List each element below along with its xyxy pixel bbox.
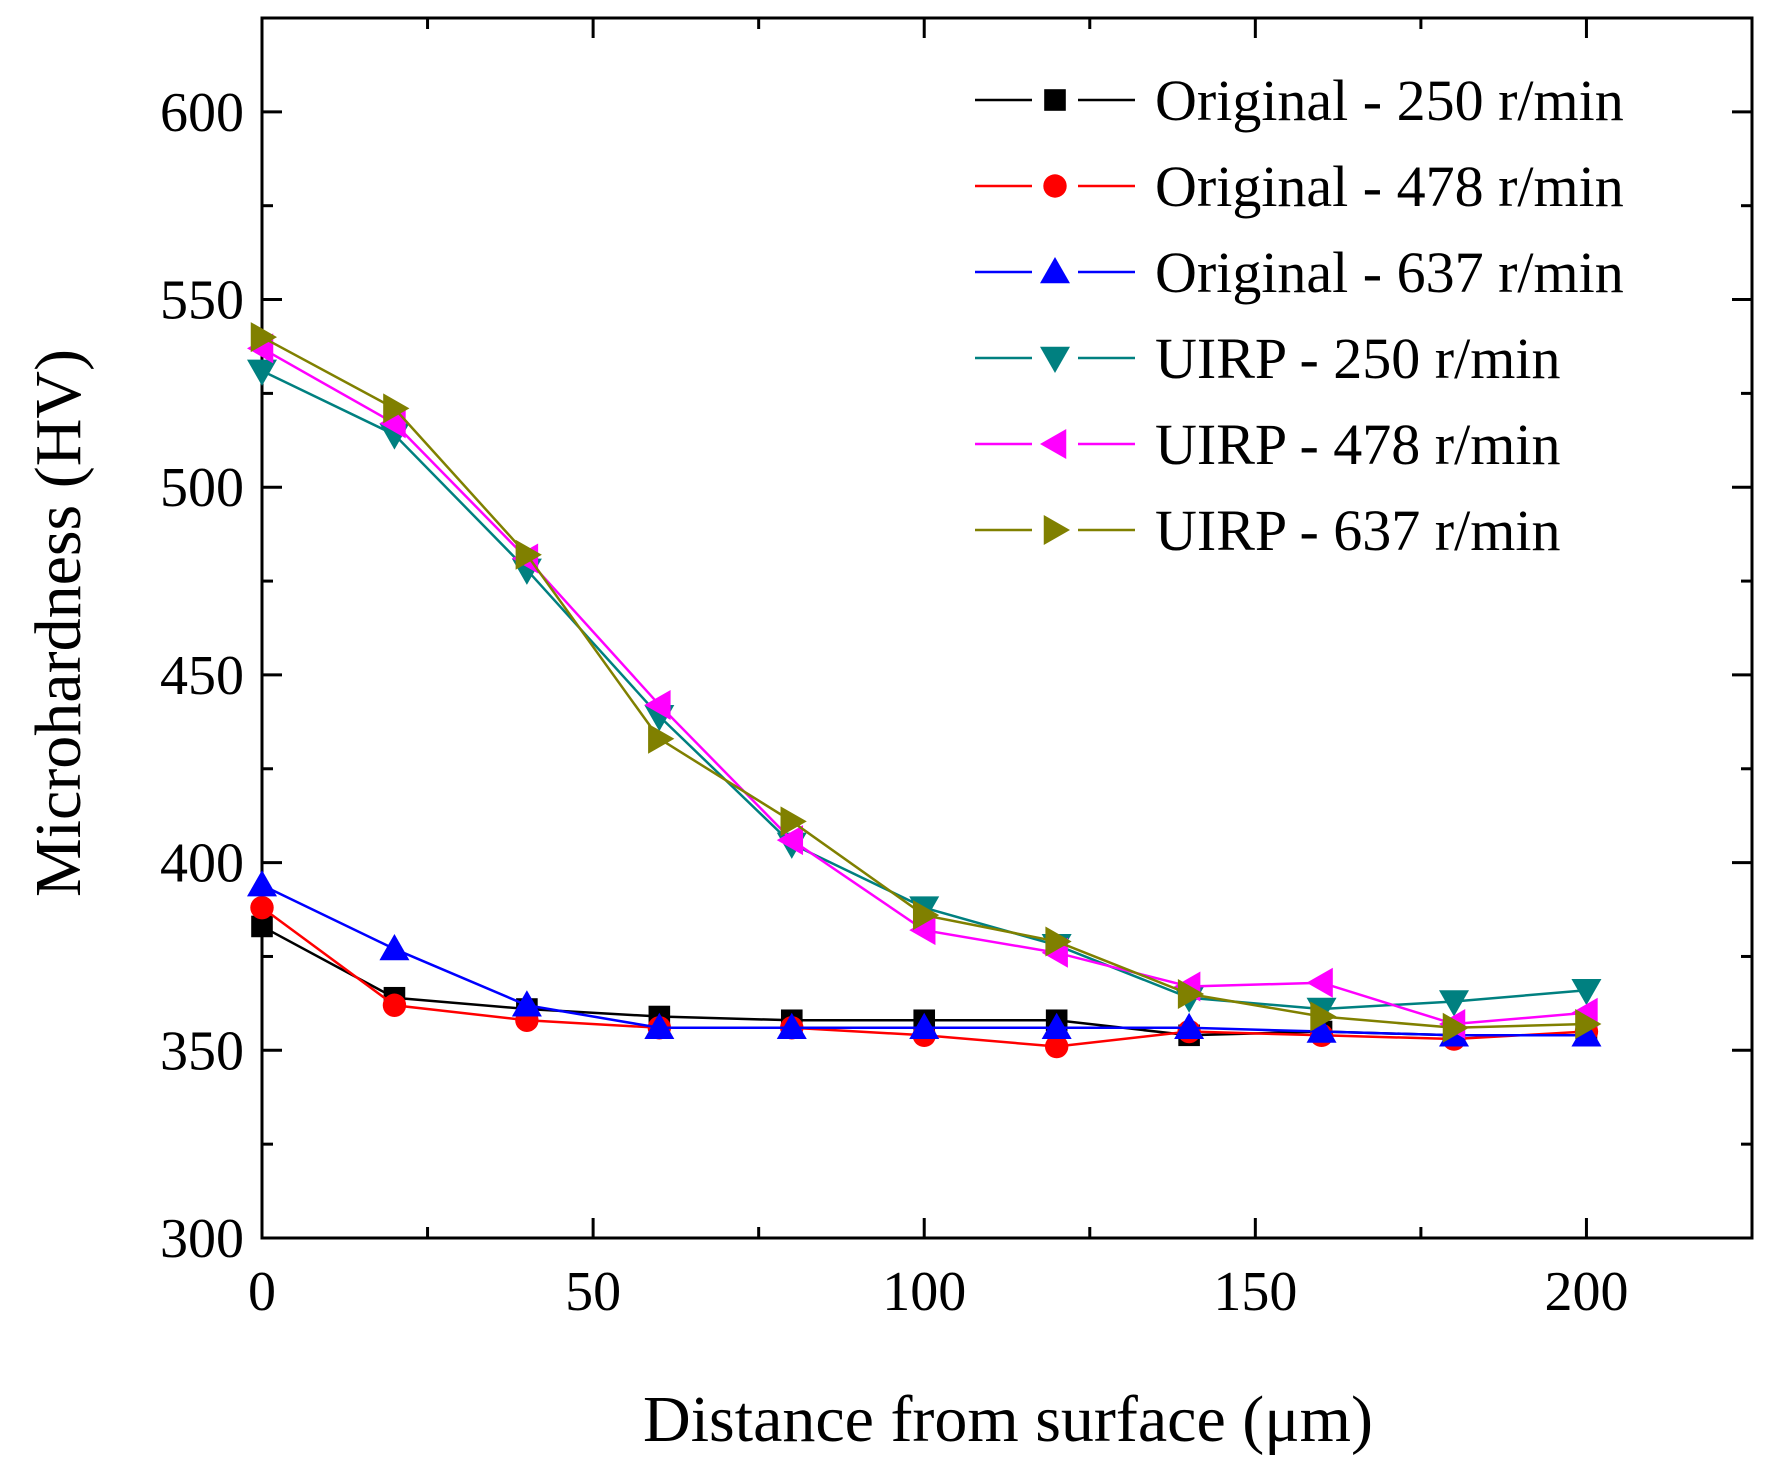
data-point <box>1571 978 1602 1006</box>
legend-label: Original - 250 r/min <box>1155 68 1624 133</box>
data-point <box>511 990 542 1017</box>
x-tick-label: 150 <box>1213 1261 1297 1323</box>
x-axis-title: Distance from surface (μm) <box>643 1383 1373 1456</box>
x-tick-label: 200 <box>1544 1261 1628 1323</box>
y-tick-label: 450 <box>160 645 244 707</box>
data-point <box>909 1012 940 1040</box>
y-tick-label: 350 <box>160 1020 244 1082</box>
data-point <box>250 895 274 920</box>
data-point <box>1439 990 1469 1017</box>
data-point <box>1044 1034 1069 1059</box>
legend-label: UIRP - 637 r/min <box>1155 498 1560 563</box>
data-point <box>379 408 406 439</box>
data-point <box>382 993 407 1017</box>
legend-item: UIRP - 478 r/min <box>975 412 1560 477</box>
data-point <box>909 915 936 946</box>
x-tick-label: 0 <box>248 1261 276 1323</box>
data-point <box>644 689 671 720</box>
legend-marker <box>1040 257 1070 284</box>
legend-marker <box>1040 346 1070 373</box>
data-point <box>383 393 410 424</box>
y-tick-label: 300 <box>160 1208 244 1270</box>
legend-marker <box>1043 515 1070 545</box>
data-point <box>644 1012 675 1040</box>
data-point <box>1174 1012 1205 1040</box>
x-tick-label: 50 <box>565 1261 621 1323</box>
data-point <box>1177 979 1205 1009</box>
legend-item: Original - 250 r/min <box>975 68 1624 133</box>
series-6 <box>250 322 1602 1043</box>
data-point <box>1310 1001 1337 1032</box>
data-point <box>912 900 940 931</box>
data-point <box>247 359 277 386</box>
legend-item: UIRP - 637 r/min <box>975 498 1560 563</box>
y-tick-label: 500 <box>160 457 244 519</box>
data-point <box>247 870 277 897</box>
legend-item: Original - 478 r/min <box>975 154 1624 219</box>
data-point <box>250 322 277 353</box>
data-point <box>648 723 675 754</box>
data-point <box>776 825 804 856</box>
data-point <box>1041 1012 1072 1040</box>
y-tick-label: 400 <box>160 833 244 895</box>
data-point <box>776 1012 807 1040</box>
legend-item: UIRP - 250 r/min <box>975 326 1560 391</box>
series-3 <box>247 870 1602 1047</box>
legend-label: Original - 637 r/min <box>1155 240 1624 305</box>
legend-label: UIRP - 478 r/min <box>1155 412 1560 477</box>
legend-marker <box>1044 89 1066 111</box>
legend-item: Original - 637 r/min <box>975 240 1624 305</box>
data-point <box>780 806 807 837</box>
data-point <box>1442 1012 1469 1043</box>
data-point <box>1045 926 1072 957</box>
data-point <box>379 933 410 961</box>
data-point <box>1306 1016 1337 1043</box>
axes: 0 50 100 150 200 300 350 400 450 500 550 600 <box>160 16 1754 1323</box>
legend-label: UIRP - 250 r/min <box>1155 326 1560 391</box>
legend-label: Original - 478 r/min <box>1155 154 1624 219</box>
data-point <box>1575 1009 1602 1040</box>
legend: Original - 250 r/min Original - 478 r/min… <box>975 68 1624 563</box>
plot-series <box>247 322 1602 1059</box>
data-point <box>251 915 273 938</box>
legend-marker <box>1043 174 1067 198</box>
y-tick-label: 600 <box>160 82 244 144</box>
plot-frame <box>260 16 1754 1240</box>
x-tick-label: 100 <box>882 1261 966 1323</box>
y-tick-label: 550 <box>160 270 244 332</box>
y-axis-title: Microhardness (HV) <box>22 349 95 897</box>
data-point <box>1571 1020 1602 1047</box>
data-point <box>515 539 542 570</box>
data-point <box>1306 967 1333 998</box>
legend-marker <box>1040 429 1067 459</box>
